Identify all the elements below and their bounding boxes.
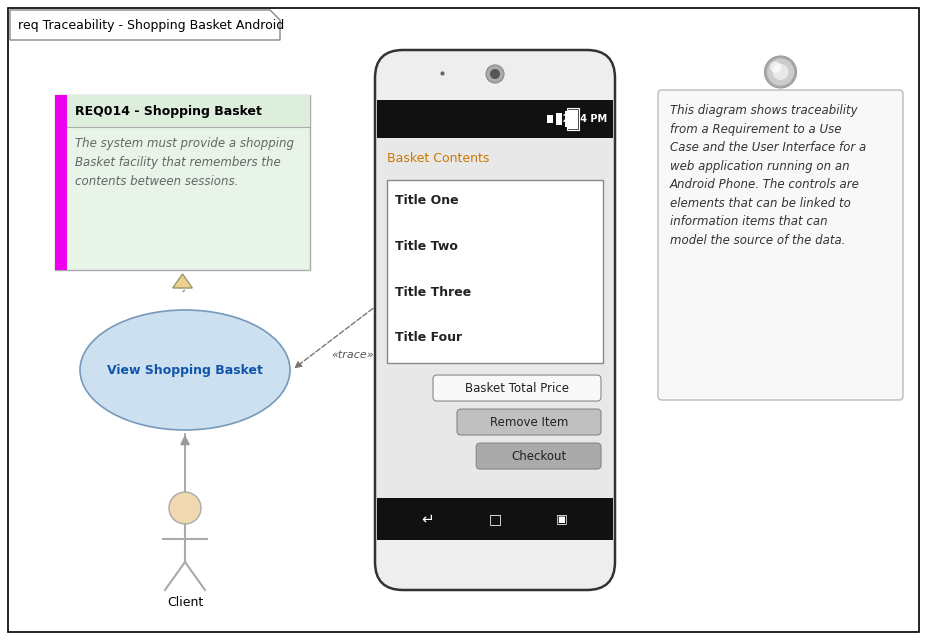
FancyBboxPatch shape [8, 8, 919, 632]
FancyBboxPatch shape [476, 443, 601, 469]
FancyBboxPatch shape [457, 409, 601, 435]
Polygon shape [10, 10, 280, 40]
Bar [574, 109, 580, 129]
Bar [387, 180, 603, 363]
Text: Basket Contents: Basket Contents [387, 152, 489, 165]
Circle shape [490, 69, 500, 79]
Text: This diagram shows traceability
from a Requirement to a Use
Case and the User In: This diagram shows traceability from a R… [670, 104, 866, 246]
Text: View Shopping Basket: View Shopping Basket [107, 364, 263, 376]
FancyBboxPatch shape [375, 50, 615, 590]
Bar [55, 95, 67, 270]
Bar [377, 498, 613, 540]
Text: Title Four: Title Four [395, 332, 463, 344]
Bar [568, 109, 578, 129]
Text: The system must provide a shopping
Basket facility that remembers the
contents b: The system must provide a shopping Baske… [75, 137, 294, 188]
Ellipse shape [80, 310, 290, 430]
Bar [377, 138, 613, 540]
Bar [55, 95, 310, 270]
Text: Basket Total Price: Basket Total Price [465, 381, 569, 394]
Text: ▣: ▣ [556, 513, 568, 525]
Text: req Traceability - Shopping Basket Android: req Traceability - Shopping Basket Andro… [18, 19, 285, 31]
Bar [547, 115, 553, 123]
Circle shape [169, 492, 201, 524]
Polygon shape [172, 274, 192, 288]
Text: Title Two: Title Two [395, 240, 458, 253]
Text: REQ014 - Shopping Basket: REQ014 - Shopping Basket [75, 104, 261, 118]
Text: Title Three: Title Three [395, 285, 471, 299]
Circle shape [767, 58, 794, 86]
Text: «trace»: «trace» [331, 351, 374, 360]
Text: □: □ [489, 512, 502, 526]
Circle shape [770, 61, 781, 73]
Bar [565, 111, 571, 127]
Bar [377, 100, 613, 138]
Text: 12:54 PM: 12:54 PM [556, 114, 607, 124]
FancyBboxPatch shape [658, 90, 903, 400]
Circle shape [772, 64, 789, 80]
Text: Remove Item: Remove Item [489, 415, 568, 429]
Bar [556, 113, 562, 125]
Bar [567, 108, 579, 131]
Text: ↵: ↵ [422, 511, 434, 527]
Text: Checkout: Checkout [511, 449, 566, 463]
Bar [67, 95, 310, 127]
FancyBboxPatch shape [433, 375, 601, 401]
Circle shape [486, 65, 504, 83]
Text: Client: Client [167, 596, 203, 609]
Circle shape [765, 56, 796, 88]
Text: Title One: Title One [395, 194, 459, 207]
